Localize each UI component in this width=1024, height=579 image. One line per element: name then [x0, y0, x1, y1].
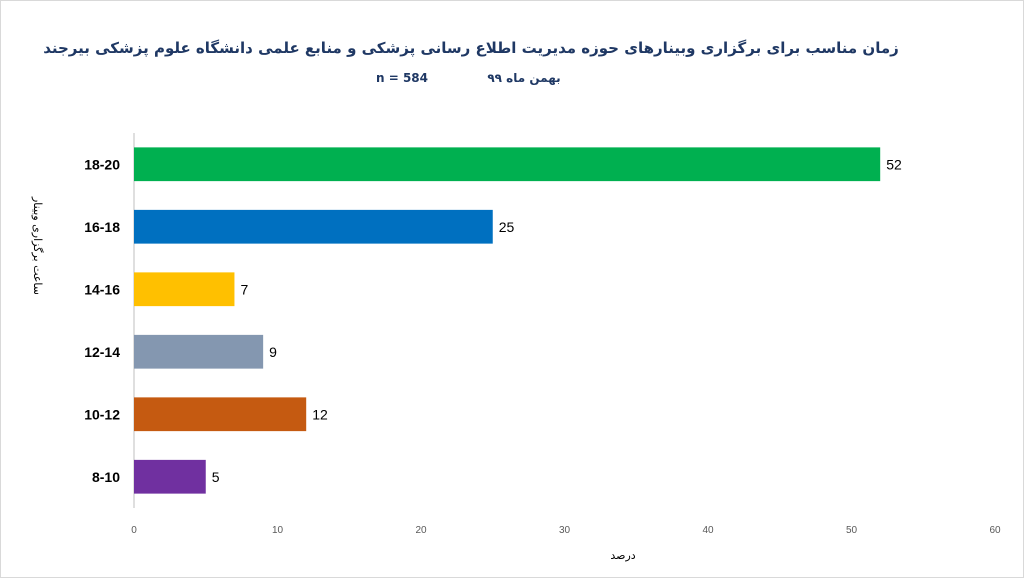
x-tick-label: 50 [846, 525, 858, 536]
value-label: 25 [499, 219, 515, 235]
y-axis-title: ساعت برگزاری وبینار [31, 196, 44, 295]
category-label: 12-14 [84, 344, 120, 360]
x-tick-label: 60 [989, 525, 1001, 536]
x-tick-label: 20 [415, 525, 427, 536]
category-label: 10-12 [84, 406, 120, 422]
x-tick-label: 0 [131, 525, 137, 536]
x-ticks-group: 0 10 20 30 40 50 60 [131, 525, 1001, 536]
x-tick-label: 40 [702, 525, 714, 536]
x-tick-label: 30 [559, 525, 571, 536]
bar-18-20 [134, 147, 881, 182]
category-label: 16-18 [84, 219, 120, 235]
bar-8-10 [134, 459, 206, 494]
category-label: 14-16 [84, 281, 120, 297]
bar-14-16 [134, 272, 235, 307]
chart-subtitle-n: n = 584 [376, 71, 428, 85]
bar-12-14 [134, 334, 264, 369]
value-label: 12 [312, 406, 328, 422]
category-label: 18-20 [84, 156, 120, 172]
value-label: 7 [240, 281, 248, 297]
chart-title: زمان مناسب برای برگزاری وبینارهای حوزه م… [43, 39, 899, 58]
value-label: 9 [269, 344, 277, 360]
value-label: 52 [886, 156, 902, 172]
bar-16-18 [134, 209, 493, 244]
category-label: 8-10 [92, 469, 120, 485]
value-label: 5 [212, 469, 220, 485]
bar-10-12 [134, 397, 307, 432]
x-axis-title: درصد [610, 549, 635, 562]
bars-group: 18-20 52 16-18 25 14-16 7 12-14 9 10-12 12 8-10 5 [84, 147, 902, 494]
chart-subtitle-date: بهمن ماه ۹۹ [487, 71, 560, 85]
x-tick-label: 10 [272, 525, 284, 536]
